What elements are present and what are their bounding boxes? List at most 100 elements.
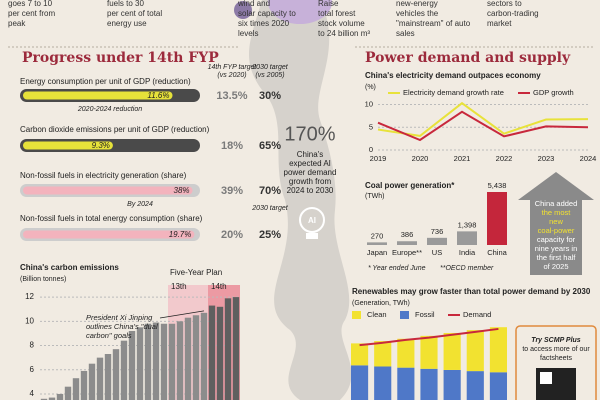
y-tick-label: 0 <box>369 145 373 154</box>
strip-text: sales <box>396 29 415 38</box>
axis-label: (%) <box>365 84 376 91</box>
target-value: 39% <box>221 185 243 197</box>
strip-text: per cent of total <box>107 9 162 18</box>
strip-text: carbon-trading <box>487 9 539 18</box>
legend-label: Electricity demand growth rate <box>403 88 504 97</box>
bar <box>192 315 200 400</box>
legend-label: Clean <box>367 310 387 319</box>
bar <box>168 323 176 400</box>
bar-segment <box>351 365 369 400</box>
bar <box>160 323 168 400</box>
annotation-arrow <box>159 310 205 319</box>
value-label: 270 <box>371 231 384 240</box>
x-tick-label: 2023 <box>538 154 555 163</box>
bar <box>80 370 88 400</box>
callout-text: of 2025 <box>543 262 568 271</box>
y-tick-label: 4 <box>30 389 35 398</box>
bar <box>152 322 160 400</box>
bulb-base <box>306 233 318 239</box>
section-title: Progress under 14th FYP <box>22 50 219 66</box>
y-tick-label: 6 <box>30 365 35 374</box>
callout-text: new <box>549 217 563 226</box>
x-tick-label: Europe** <box>392 248 422 257</box>
qr-code-inner <box>540 372 552 384</box>
progress-bar <box>23 186 193 195</box>
strip-text: solar capacity to <box>238 9 296 18</box>
column-header: 2030 target <box>251 64 288 71</box>
line <box>377 110 589 142</box>
bar <box>64 386 72 400</box>
bar <box>40 398 48 400</box>
axis-label: (TWh) <box>365 193 384 200</box>
promo-text: factsheets <box>540 355 572 362</box>
x-tick-label: 2024 <box>580 154 597 163</box>
bulb-icon <box>299 207 325 233</box>
column-header: 14th FYP target <box>208 64 258 71</box>
legend-label: Fossil <box>415 310 435 319</box>
callout-text: capacity for <box>537 235 576 244</box>
bar <box>120 340 128 400</box>
value-label: 736 <box>431 227 444 236</box>
description: growth from <box>289 177 332 186</box>
icon-text: AI <box>308 216 316 225</box>
bar <box>216 306 224 400</box>
column-header: (vs 2020) <box>217 72 246 79</box>
description: 2024 to 2030 <box>287 186 334 195</box>
bar <box>104 354 112 400</box>
bar-segment <box>443 332 461 370</box>
x-tick-label: 2021 <box>454 154 471 163</box>
bar-segment <box>466 330 484 372</box>
bar <box>136 327 144 400</box>
description: expected AI <box>289 159 331 168</box>
axis-label: (Billion tonnes) <box>20 276 66 283</box>
y-tick-label: 8 <box>30 341 35 350</box>
strip-text: per cent from <box>8 9 55 18</box>
bar-segment <box>420 335 438 369</box>
strip-text: energy use <box>107 19 147 28</box>
target-2030-value: 25% <box>259 229 281 241</box>
description: power demand <box>284 168 337 177</box>
line <box>377 101 589 137</box>
top-icon <box>234 1 252 19</box>
callout-text: nine years in <box>535 244 578 253</box>
legend-label: GDP growth <box>533 88 574 97</box>
callout-text: coal-power <box>538 226 575 235</box>
target-2030-value: 65% <box>259 140 281 152</box>
strip-text: six times 2020 <box>238 19 290 28</box>
x-tick-label: US <box>432 248 442 257</box>
bar <box>184 317 192 400</box>
big-number: 170% <box>284 123 335 145</box>
note: 2020-2024 reduction <box>77 106 142 113</box>
bar-segment <box>374 341 392 367</box>
callout-text: the most <box>542 208 572 217</box>
target-2030-value: 30% <box>259 90 281 102</box>
top-icon <box>268 0 332 24</box>
bar <box>128 331 136 400</box>
line <box>359 327 499 347</box>
section-title: Power demand and supply <box>365 50 571 66</box>
plan-title: Five-Year Plan <box>170 268 222 277</box>
plan-label: 14th <box>211 282 227 291</box>
bar <box>48 397 56 400</box>
bar <box>208 305 216 400</box>
strip-text: new-energy <box>396 0 438 8</box>
y-tick-label: 12 <box>25 292 34 301</box>
legend-swatch <box>400 311 409 319</box>
target-value: 13.5% <box>216 90 247 102</box>
bar <box>457 231 477 245</box>
annotation: President Xi Jinping <box>86 313 153 322</box>
value-label: 9.3% <box>92 141 110 150</box>
bar <box>176 321 184 400</box>
plan-label: 13th <box>171 282 187 291</box>
x-tick-label: 2022 <box>496 154 513 163</box>
row-label: Energy consumption per unit of GDP (redu… <box>20 77 191 86</box>
target-value: 20% <box>221 229 243 241</box>
annotation: carbon" goals <box>86 331 132 340</box>
callout-arrow <box>518 172 594 275</box>
bar <box>367 242 387 245</box>
chart-title: China's carbon emissions <box>20 263 119 272</box>
strip-text: total forest <box>318 9 356 18</box>
bar-segment <box>420 368 438 400</box>
note: 2030 target <box>251 205 288 212</box>
